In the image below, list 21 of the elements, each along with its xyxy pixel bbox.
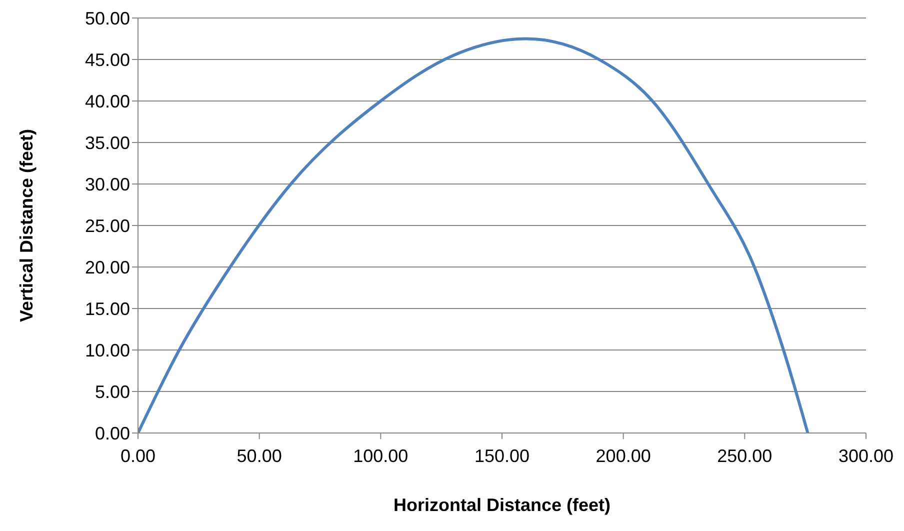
- y-tick-label: 20.00: [84, 257, 130, 278]
- y-tick-label: 45.00: [84, 50, 130, 70]
- x-tick-label: 150.00: [474, 446, 530, 466]
- x-tick-label: 50.00: [236, 446, 282, 466]
- y-tick-label: 0.00: [94, 423, 130, 444]
- x-tick-label: 100.00: [353, 446, 408, 466]
- y-tick-label: 15.00: [84, 298, 130, 319]
- y-axis-title: Vertical Distance (feet): [16, 128, 36, 322]
- y-tick-label: 35.00: [84, 132, 130, 153]
- y-tick-label: 50.00: [84, 8, 130, 28]
- line-series: [138, 37, 810, 433]
- y-tick-label: 5.00: [94, 382, 130, 402]
- x-tick-label: 200.00: [596, 446, 651, 466]
- y-tick-label: 40.00: [84, 91, 130, 112]
- y-tick-label: 30.00: [84, 174, 130, 194]
- x-axis-title: Horizontal Distance (feet): [393, 495, 611, 515]
- y-tick-label: 10.00: [84, 340, 130, 360]
- x-tick-label: 300.00: [838, 446, 894, 466]
- y-tick-label: 25.00: [84, 216, 130, 236]
- x-tick-label: 250.00: [717, 446, 772, 466]
- x-tick-label: 0.00: [120, 446, 156, 466]
